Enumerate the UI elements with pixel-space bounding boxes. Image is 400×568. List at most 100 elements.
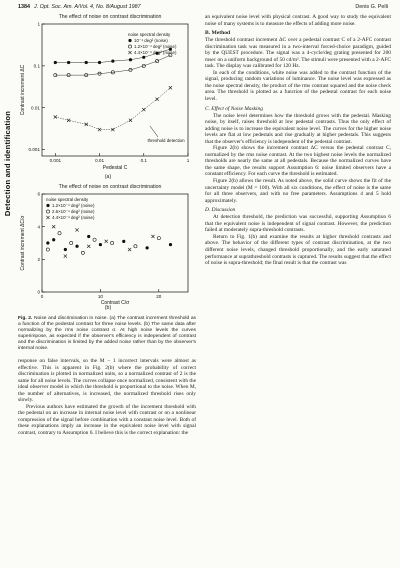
- threshold-annotation: threshold detection: [147, 138, 185, 143]
- y-tick-label: 0.001: [29, 147, 41, 152]
- figure-a-panel-label: (a): [104, 174, 112, 180]
- running-header: 1384 J. Opt. Soc. Am. A/Vol. 4, No. 8/Au…: [18, 4, 388, 14]
- data-point: [51, 224, 56, 229]
- x-tick-label: 10: [98, 294, 104, 299]
- figure-b: The effect of noise on contrast discrimi…: [18, 184, 196, 314]
- data-point: [168, 53, 173, 58]
- page-number: 1384: [18, 4, 30, 10]
- legend-entry: 10⁻⁴ deg² (noise): [134, 38, 168, 43]
- legend-marker: [46, 209, 50, 214]
- figure-a-title: The effect of noise on contrast discrimi…: [58, 14, 162, 20]
- x-tick-label: 20: [156, 294, 162, 299]
- methods-paragraph-2: In each of the conditions, white noise w…: [205, 69, 391, 103]
- data-point: [155, 51, 159, 55]
- data-point: [110, 70, 115, 75]
- journal-citation: J. Opt. Soc. Am. A/Vol. 4, No. 8/August …: [34, 4, 141, 10]
- author-name: Denis G. Pelli: [355, 4, 388, 10]
- data-point: [151, 234, 155, 239]
- plot-frame: [41, 23, 189, 157]
- data-point: [53, 60, 57, 65]
- y-tick-label: 0.1: [34, 63, 41, 68]
- data-point: [57, 231, 62, 236]
- annotation-arrow: [149, 125, 159, 138]
- data-point: [63, 254, 68, 258]
- legend-entry: noise spectral density: [46, 197, 89, 202]
- data-point: [69, 241, 74, 245]
- figure-caption: Fig. 2. Noise and discrimination in nois…: [18, 316, 197, 351]
- figure-b-plot: 0 10 20 0 2 4 6 Contrast C/σ Contrast increment …: [20, 192, 189, 306]
- plot-frame: [41, 193, 189, 293]
- y-tick-label: 0.01: [31, 105, 40, 110]
- data-point: [128, 67, 133, 72]
- data-point: [97, 60, 102, 65]
- data-point: [75, 244, 79, 248]
- discussion-paragraph-1: At detection threshold, the prediction w…: [205, 214, 391, 234]
- legend-entry: 1.2×10⁻⁴ deg² (noise): [134, 44, 177, 49]
- data-point: [53, 73, 58, 78]
- discussion-paragraph-2: Return to Fig. 1(b) and examine the resu…: [205, 233, 391, 267]
- methods-paragraph-1: The threshold contrast increment ΔC over…: [205, 37, 391, 70]
- data-point: [86, 244, 91, 249]
- y-tick-label: 1: [37, 22, 40, 27]
- legend-entry: noise spectral density: [128, 32, 171, 37]
- left-column: The effect of noise on contrast discrimi…: [18, 14, 196, 437]
- left-body-paragraph-1: response on false intervals, so the M − …: [18, 358, 196, 404]
- data-point: [142, 55, 146, 59]
- data-point: [84, 122, 89, 127]
- data-point: [155, 59, 159, 63]
- data-point: [145, 246, 149, 250]
- x-tick-label: 1: [187, 158, 190, 163]
- right-top-paragraph: an equivalent noise level with physical …: [205, 14, 391, 27]
- data-point: [67, 60, 71, 65]
- data-point: [122, 239, 126, 243]
- y-axis-label: Contrast increment ΔC/σ: [20, 215, 26, 271]
- y-tick-label: 4: [37, 224, 40, 229]
- y-axis-label: Contrast increment ΔC: [20, 64, 26, 115]
- data-point: [128, 118, 133, 123]
- data-point: [53, 115, 58, 119]
- legend-marker: [128, 50, 132, 55]
- data-point: [45, 247, 50, 252]
- data-point: [168, 85, 173, 90]
- legend-marker: [46, 215, 50, 220]
- section-heading-methods: B. Method: [205, 30, 231, 37]
- data-point: [133, 244, 138, 249]
- legend-entry: 1.2×10⁻⁴ deg² (noise): [52, 203, 95, 208]
- y-tick-label: 6: [37, 192, 40, 197]
- data-point: [111, 127, 115, 132]
- data-point: [155, 97, 159, 101]
- legend-entry: 4.4×10⁻⁴ deg² (noise): [52, 215, 95, 220]
- legend-marker: [128, 38, 132, 43]
- x-tick-label: 0.001: [50, 158, 62, 163]
- noise-paragraph-2: Figure 2(b) shows the increment contrast…: [205, 145, 391, 178]
- data-point: [66, 118, 71, 123]
- data-point: [46, 241, 50, 245]
- noise-paragraph-1: The noise level determines how the thres…: [205, 112, 391, 145]
- data-point: [110, 241, 114, 245]
- figure-a-plot: 0.001 0.01 0.1 1 0.001 0.01 0.1 1 Pedestal C Cont…: [20, 22, 190, 171]
- data-point: [75, 228, 79, 232]
- figure-b-panel-label: (b): [104, 305, 112, 311]
- data-point: [84, 60, 88, 65]
- series-line: [55, 54, 171, 76]
- data-point: [97, 127, 102, 132]
- data-point: [84, 73, 89, 78]
- left-body-paragraph-2: Previous authors have estimated the grow…: [18, 403, 196, 437]
- legend-marker: [46, 203, 50, 208]
- data-point: [66, 73, 71, 78]
- figure-a: The effect of noise on contrast discrimi…: [18, 14, 196, 182]
- y-tick-label: 0: [37, 290, 40, 295]
- right-column: an equivalent noise level with physical …: [205, 14, 391, 267]
- subsection-heading-discussion: D. Discussion: [205, 207, 236, 214]
- data-point: [52, 238, 56, 242]
- data-point: [97, 71, 102, 76]
- data-point: [87, 234, 91, 239]
- data-point: [127, 247, 132, 252]
- side-title: Detection and identification: [3, 110, 13, 216]
- data-point: [80, 250, 85, 255]
- data-point: [104, 239, 109, 244]
- data-point: [128, 58, 133, 62]
- data-point: [168, 47, 172, 51]
- series-line: [55, 87, 171, 130]
- subsection-heading-noise: C. Effect of Noise Masking: [205, 105, 263, 112]
